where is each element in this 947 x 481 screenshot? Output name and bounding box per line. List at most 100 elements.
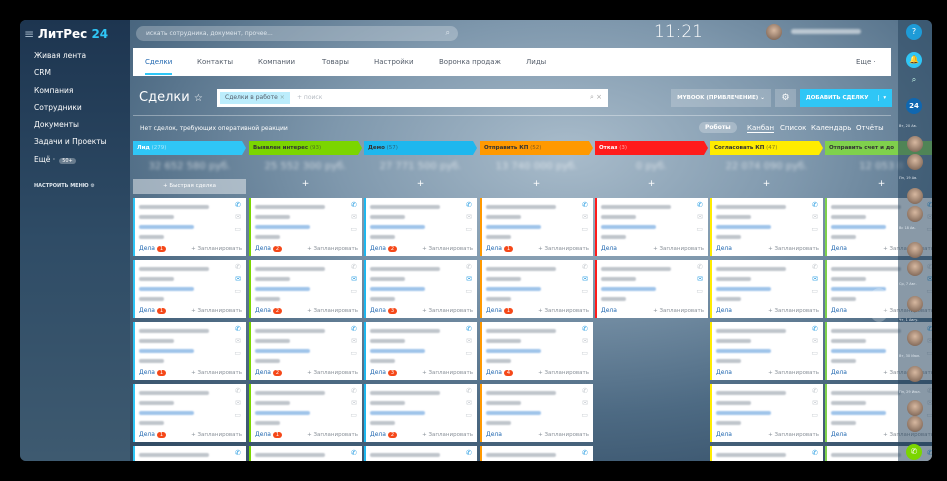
deal-card[interactable]: ✆ ✉ ▭ Дела 1 + Запланировать xyxy=(249,384,362,442)
deal-client[interactable] xyxy=(486,349,541,353)
mail-icon[interactable]: ✉ xyxy=(351,275,357,283)
chat-avatar[interactable] xyxy=(907,330,923,346)
mail-icon[interactable]: ✉ xyxy=(812,337,818,345)
deal-card[interactable]: ✆ ✉ ▭ Дела 2 + Запланировать xyxy=(364,384,477,442)
deal-title[interactable] xyxy=(255,391,325,395)
search-clear-icons[interactable]: ⌕ × xyxy=(589,93,602,101)
deals-link[interactable]: Дела xyxy=(831,431,847,438)
deal-title[interactable] xyxy=(486,267,556,271)
scroll-right-arrow-icon[interactable]: › xyxy=(868,288,890,322)
deal-title[interactable] xyxy=(139,329,209,333)
chat-icon[interactable]: ▭ xyxy=(465,349,472,357)
deal-client[interactable] xyxy=(139,225,194,229)
chat-icon[interactable]: ▭ xyxy=(465,225,472,233)
mail-icon[interactable]: ✉ xyxy=(582,399,588,407)
chat-avatar[interactable] xyxy=(907,136,923,152)
plan-button[interactable]: + Запланировать xyxy=(422,432,473,438)
deal-title[interactable] xyxy=(716,267,786,271)
plan-button[interactable]: + Запланировать xyxy=(191,246,242,252)
tab-funnel[interactable]: Воронка продаж xyxy=(439,58,501,66)
mail-icon[interactable]: ✉ xyxy=(466,213,472,221)
plan-button[interactable]: + Запланировать xyxy=(538,432,589,438)
chat-avatar[interactable] xyxy=(907,154,923,170)
phone-icon[interactable]: ✆ xyxy=(582,201,588,209)
phone-icon[interactable]: ✆ xyxy=(466,263,472,271)
deal-title[interactable] xyxy=(370,267,440,271)
phone-icon[interactable]: ✆ xyxy=(697,263,703,271)
chat-icon[interactable]: ▭ xyxy=(465,287,472,295)
phone-icon[interactable]: ✆ xyxy=(466,325,472,333)
deal-title[interactable] xyxy=(486,453,556,457)
phone-icon[interactable]: ✆ xyxy=(812,201,818,209)
deal-card[interactable]: ✆ ✉ ▭ Дела 3 + Запланировать xyxy=(364,322,477,380)
deal-card[interactable]: ✆ ✉ ▭ Дела 1 + Запланировать xyxy=(133,260,246,318)
chat-icon[interactable]: ▭ xyxy=(350,225,357,233)
deal-card[interactable]: ✆ ✉ ▭ Дела + Запланировать xyxy=(133,446,246,461)
chat-icon[interactable]: ▭ xyxy=(581,287,588,295)
sidebar-item-tasks[interactable]: Задачи и Проекты xyxy=(34,137,107,147)
deal-card[interactable]: ✆ ✉ ▭ Дела 3 + Запланировать xyxy=(364,260,477,318)
deal-title[interactable] xyxy=(255,267,325,271)
bell-icon[interactable]: 🔔 xyxy=(906,52,922,68)
column-header[interactable]: Согласовать КП (47) xyxy=(710,141,823,155)
chat-icon[interactable]: ▭ xyxy=(234,349,241,357)
deals-link[interactable]: Дела 1 xyxy=(486,307,514,314)
chat-icon[interactable]: ▭ xyxy=(811,349,818,357)
chat-icon[interactable]: ▭ xyxy=(581,411,588,419)
deal-title[interactable] xyxy=(716,205,786,209)
chat-icon[interactable]: ▭ xyxy=(465,411,472,419)
search-icon[interactable]: ⌕ xyxy=(445,28,450,37)
deal-client[interactable] xyxy=(255,349,310,353)
plan-button[interactable]: + Запланировать xyxy=(191,432,242,438)
deal-title[interactable] xyxy=(831,329,901,333)
user-avatar[interactable] xyxy=(766,24,782,40)
mail-icon[interactable]: ✉ xyxy=(582,213,588,221)
deal-card[interactable]: ✆ ✉ ▭ Дела + Запланировать xyxy=(364,446,477,461)
mail-icon[interactable]: ✉ xyxy=(235,275,241,283)
chat-icon[interactable]: ▭ xyxy=(811,411,818,419)
deals-link[interactable]: Дела xyxy=(831,307,847,314)
deal-title[interactable] xyxy=(486,205,556,209)
phone-icon[interactable]: ✆ xyxy=(351,325,357,333)
phone-icon[interactable]: ✆ xyxy=(351,449,357,457)
column-header[interactable]: Демо (57) xyxy=(364,141,477,155)
deal-title[interactable] xyxy=(831,267,901,271)
chat-icon[interactable]: ▭ xyxy=(581,225,588,233)
deal-card[interactable]: ✆ ✉ ▭ Дела + Запланировать xyxy=(710,384,823,442)
chat-avatar[interactable] xyxy=(907,188,923,204)
deal-client[interactable] xyxy=(370,287,425,291)
deal-title[interactable] xyxy=(601,205,671,209)
deal-card[interactable]: ✆ ✉ ▭ Дела + Запланировать xyxy=(595,260,708,318)
phone-icon[interactable]: ✆ xyxy=(351,387,357,395)
chat-icon[interactable]: ▭ xyxy=(696,287,703,295)
column-header[interactable]: Отправить КП (52) xyxy=(480,141,593,155)
deal-card[interactable]: ✆ ✉ ▭ Дела 2 + Запланировать xyxy=(249,198,362,256)
deal-title[interactable] xyxy=(139,453,209,457)
deal-client[interactable] xyxy=(716,349,771,353)
deal-card[interactable]: ✆ ✉ ▭ Дела 1 + Запланировать xyxy=(133,198,246,256)
deal-card[interactable]: ✆ ✉ ▭ Дела 4 + Запланировать xyxy=(480,322,593,380)
filter-search[interactable]: Сделки в работе × + поиск ⌕ × xyxy=(217,89,608,107)
deal-client[interactable] xyxy=(716,411,771,415)
plan-button[interactable]: + Запланировать xyxy=(307,308,358,314)
settings-gear-icon[interactable]: ⚙ xyxy=(775,89,796,107)
tab-contacts[interactable]: Контакты xyxy=(197,58,234,66)
deals-link[interactable]: Дела xyxy=(716,369,732,376)
mail-icon[interactable]: ✉ xyxy=(812,399,818,407)
deal-title[interactable] xyxy=(831,205,901,209)
deals-link[interactable]: Дела 1 xyxy=(139,245,167,252)
deal-card[interactable]: ✆ ✉ ▭ Дела 2 + Запланировать xyxy=(249,260,362,318)
deal-card[interactable]: ✆ ✉ ▭ Дела + Запланировать xyxy=(710,446,823,461)
configure-menu[interactable]: НАСТРОИТЬ МЕНЮ ⚙ xyxy=(34,183,95,189)
phone-icon[interactable]: ✆ xyxy=(235,449,241,457)
mail-icon[interactable]: ✉ xyxy=(235,399,241,407)
phone-icon[interactable]: ✆ xyxy=(582,449,588,457)
chat-avatar[interactable] xyxy=(907,416,923,432)
phone-icon[interactable]: ✆ xyxy=(697,201,703,209)
deal-client[interactable] xyxy=(486,287,541,291)
deals-link[interactable]: Дела 3 xyxy=(370,369,398,376)
deal-card[interactable]: ✆ ✉ ▭ Дела 2 + Запланировать xyxy=(249,322,362,380)
chat-avatar[interactable] xyxy=(907,260,923,276)
view-reports[interactable]: Отчёты xyxy=(856,124,884,132)
plan-button[interactable]: + Запланировать xyxy=(422,370,473,376)
